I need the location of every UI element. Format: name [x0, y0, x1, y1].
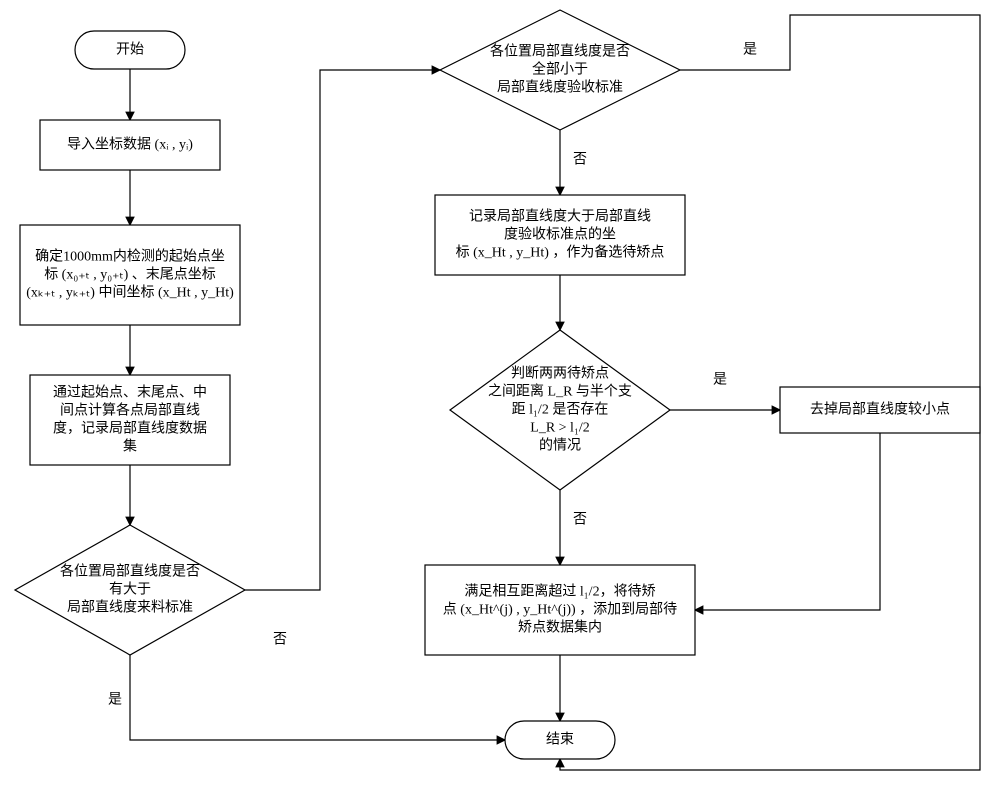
svg-text:L_R > l₁/2: L_R > l₁/2	[530, 421, 589, 436]
node-n6: 满足相互距离超过 l₁/2，将待矫点 (x_Ht^(j) , y_Ht^(j))…	[425, 565, 695, 655]
svg-text:(xₖ₊ₜ , yₖ₊ₜ) 中间坐标 (x_Ht , y_H: (xₖ₊ₜ , yₖ₊ₜ) 中间坐标 (x_Ht , y_Ht)	[26, 285, 234, 301]
svg-text:矫点数据集内: 矫点数据集内	[518, 619, 602, 636]
svg-text:确定1000mm内检测的起始点坐: 确定1000mm内检测的起始点坐	[35, 249, 225, 265]
node-n1: 导入坐标数据 (xᵢ , yᵢ)	[40, 120, 220, 170]
svg-text:判断两两待矫点: 判断两两待矫点	[511, 366, 609, 382]
svg-text:开始: 开始	[116, 42, 144, 58]
edge-label: 否	[573, 153, 587, 168]
svg-text:点 (x_Ht^(j) , y_Ht^(j)) ，添加到局部: 点 (x_Ht^(j) , y_Ht^(j)) ，添加到局部待	[443, 602, 677, 618]
svg-text:导入坐标数据 (xᵢ , yᵢ): 导入坐标数据 (xᵢ , yᵢ)	[67, 137, 193, 153]
svg-text:之间距离 L_R 与半个支: 之间距离 L_R 与半个支	[488, 383, 632, 400]
svg-text:标 (x₀₊ₜ , y₀₊ₜ) 、末尾点坐标: 标 (x₀₊ₜ , y₀₊ₜ) 、末尾点坐标	[44, 267, 216, 283]
svg-text:局部直线度验收标准: 局部直线度验收标准	[497, 79, 623, 96]
svg-text:的情况: 的情况	[539, 438, 581, 454]
edge-label: 是	[108, 693, 122, 708]
flow-edge	[130, 655, 505, 740]
node-n2: 确定1000mm内检测的起始点坐标 (x₀₊ₜ , y₀₊ₜ) 、末尾点坐标 (x…	[20, 225, 240, 325]
svg-text:各位置局部直线度是否: 各位置局部直线度是否	[60, 563, 200, 580]
node-d2: 各位置局部直线度是否全部小于局部直线度验收标准	[440, 10, 680, 130]
node-n3: 通过起始点、末尾点、中间点计算各点局部直线度，记录局部直线度数据集	[30, 375, 230, 465]
svg-text:局部直线度来料标准: 局部直线度来料标准	[67, 599, 193, 616]
svg-text:满足相互距离超过 l₁/2，将待矫: 满足相互距离超过 l₁/2，将待矫	[464, 583, 655, 600]
edge-label: 是	[713, 373, 727, 388]
svg-text:距 l₁/2 是否存在: 距 l₁/2 是否存在	[512, 402, 609, 418]
svg-text:各位置局部直线度是否: 各位置局部直线度是否	[490, 43, 630, 60]
svg-text:集: 集	[123, 438, 137, 455]
svg-text:记录局部直线度大于局部直线: 记录局部直线度大于局部直线	[469, 208, 651, 225]
node-end: 结束	[505, 721, 615, 759]
flowchart-canvas: 否是是否是否开始导入坐标数据 (xᵢ , yᵢ)确定1000mm内检测的起始点坐…	[0, 0, 1000, 792]
flow-edge	[245, 70, 440, 590]
svg-text:间点计算各点局部直线: 间点计算各点局部直线	[60, 402, 200, 419]
svg-text:度，记录局部直线度数据: 度，记录局部直线度数据	[53, 420, 207, 437]
svg-text:全部小于: 全部小于	[532, 61, 588, 78]
svg-text:通过起始点、末尾点、中: 通过起始点、末尾点、中	[53, 385, 207, 401]
node-n4: 记录局部直线度大于局部直线度验收标准点的坐标 (x_Ht , y_Ht) ，作为…	[435, 195, 685, 275]
svg-text:标 (x_Ht , y_Ht) ，作为备选待矫点: 标 (x_Ht , y_Ht) ，作为备选待矫点	[456, 244, 665, 261]
svg-text:度验收标准点的坐: 度验收标准点的坐	[504, 227, 616, 243]
node-d3: 判断两两待矫点之间距离 L_R 与半个支距 l₁/2 是否存在 L_R > l₁/…	[450, 330, 670, 490]
edge-label: 否	[573, 513, 587, 528]
svg-text:去掉局部直线度较小点: 去掉局部直线度较小点	[810, 401, 950, 418]
flow-edge	[695, 433, 880, 610]
svg-text:有大于: 有大于	[109, 582, 151, 598]
edge-label: 是	[743, 43, 757, 58]
node-d1: 各位置局部直线度是否有大于局部直线度来料标准	[15, 525, 245, 655]
node-start: 开始	[75, 31, 185, 69]
node-n5: 去掉局部直线度较小点	[780, 387, 980, 433]
svg-text:结束: 结束	[546, 732, 574, 748]
edge-label: 否	[273, 633, 287, 648]
